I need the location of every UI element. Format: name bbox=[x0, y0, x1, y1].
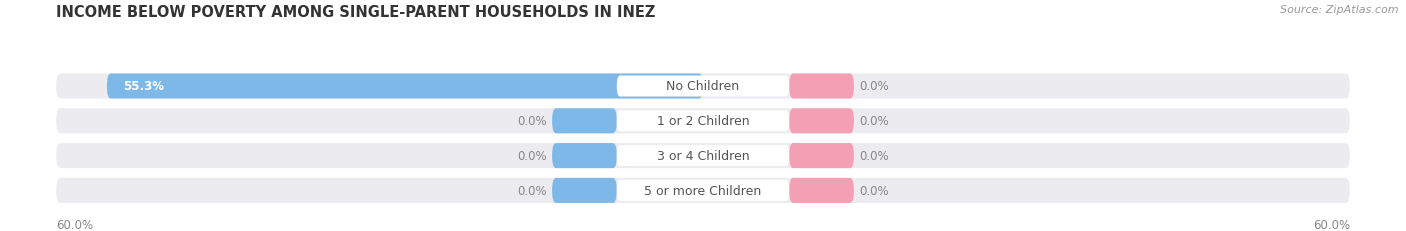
Text: INCOME BELOW POVERTY AMONG SINGLE-PARENT HOUSEHOLDS IN INEZ: INCOME BELOW POVERTY AMONG SINGLE-PARENT… bbox=[56, 5, 655, 20]
FancyBboxPatch shape bbox=[617, 146, 789, 166]
FancyBboxPatch shape bbox=[553, 109, 617, 134]
FancyBboxPatch shape bbox=[617, 76, 789, 97]
FancyBboxPatch shape bbox=[107, 74, 703, 99]
Text: 1 or 2 Children: 1 or 2 Children bbox=[657, 115, 749, 128]
Text: 0.0%: 0.0% bbox=[859, 149, 889, 162]
Text: 0.0%: 0.0% bbox=[517, 115, 547, 128]
Text: 55.3%: 55.3% bbox=[124, 80, 165, 93]
Text: 60.0%: 60.0% bbox=[1313, 218, 1350, 231]
FancyBboxPatch shape bbox=[789, 109, 853, 134]
Text: 0.0%: 0.0% bbox=[517, 149, 547, 162]
FancyBboxPatch shape bbox=[56, 74, 1350, 99]
FancyBboxPatch shape bbox=[56, 178, 1350, 203]
Text: 0.0%: 0.0% bbox=[859, 80, 889, 93]
FancyBboxPatch shape bbox=[789, 143, 853, 168]
FancyBboxPatch shape bbox=[789, 178, 853, 203]
Text: 5 or more Children: 5 or more Children bbox=[644, 184, 762, 197]
Text: No Children: No Children bbox=[666, 80, 740, 93]
FancyBboxPatch shape bbox=[56, 109, 1350, 134]
FancyBboxPatch shape bbox=[617, 180, 789, 201]
FancyBboxPatch shape bbox=[553, 178, 617, 203]
Text: 0.0%: 0.0% bbox=[859, 184, 889, 197]
Text: 3 or 4 Children: 3 or 4 Children bbox=[657, 149, 749, 162]
FancyBboxPatch shape bbox=[617, 111, 789, 132]
Text: 0.0%: 0.0% bbox=[517, 184, 547, 197]
FancyBboxPatch shape bbox=[553, 143, 617, 168]
FancyBboxPatch shape bbox=[789, 74, 853, 99]
Text: Source: ZipAtlas.com: Source: ZipAtlas.com bbox=[1281, 5, 1399, 15]
Text: 60.0%: 60.0% bbox=[56, 218, 93, 231]
Text: 0.0%: 0.0% bbox=[859, 115, 889, 128]
FancyBboxPatch shape bbox=[56, 143, 1350, 168]
